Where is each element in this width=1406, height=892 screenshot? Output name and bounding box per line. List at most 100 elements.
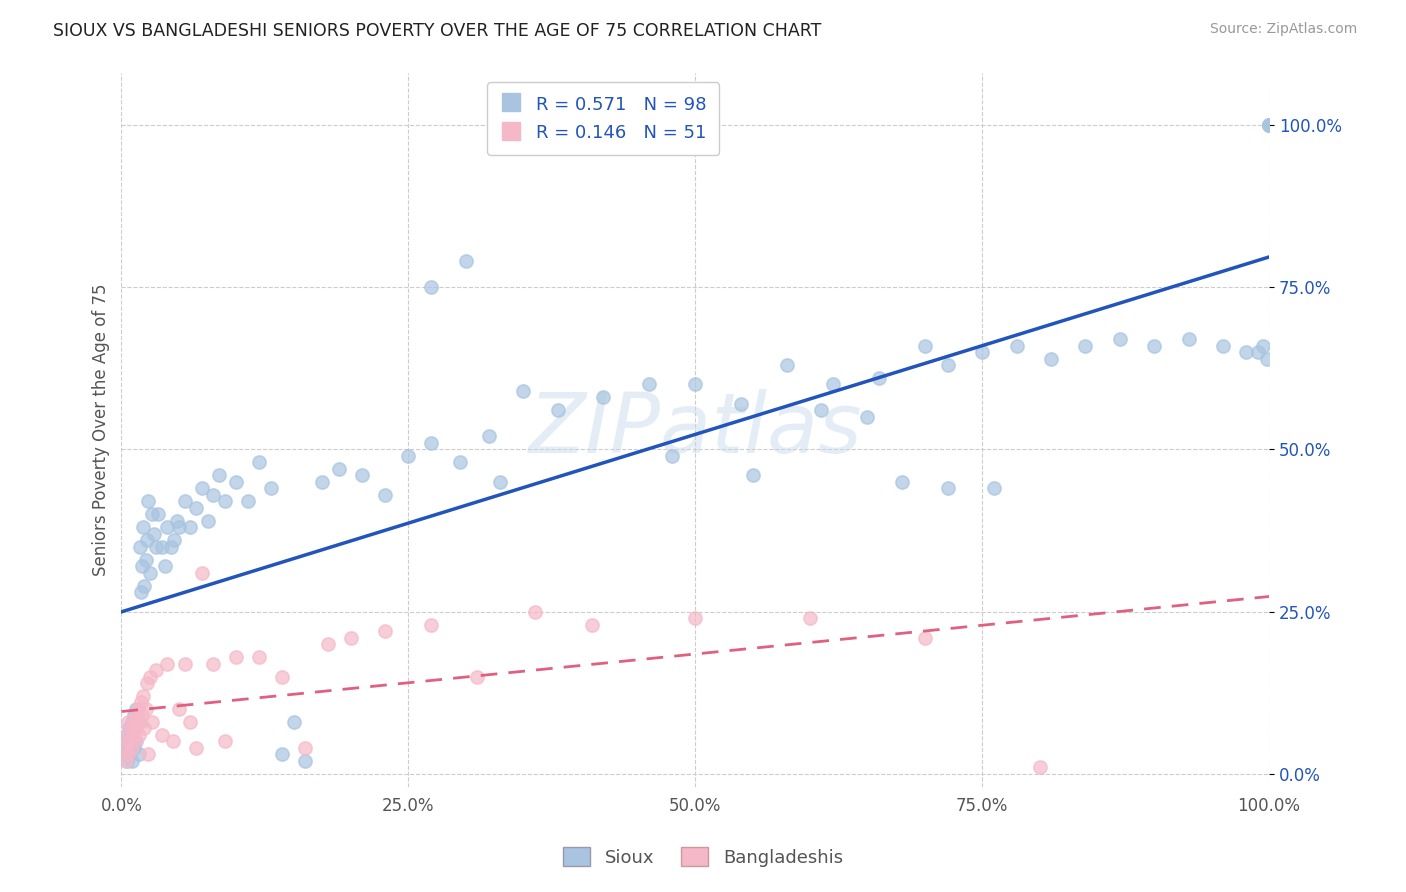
Point <box>1258 118 1281 132</box>
Point <box>122 740 145 755</box>
Point <box>150 540 173 554</box>
Point <box>294 740 316 755</box>
Point <box>316 637 339 651</box>
Point <box>122 708 145 723</box>
Point <box>117 714 139 729</box>
Point <box>128 540 150 554</box>
Point <box>683 611 706 625</box>
Point <box>184 500 207 515</box>
Point <box>247 455 270 469</box>
Point <box>208 468 231 483</box>
Point <box>145 540 167 554</box>
Point <box>121 754 143 768</box>
Point <box>972 345 994 359</box>
Point <box>166 514 188 528</box>
Point <box>135 676 157 690</box>
Point <box>868 371 890 385</box>
Point <box>156 657 179 671</box>
Point <box>125 708 148 723</box>
Point <box>122 728 145 742</box>
Point <box>122 714 145 729</box>
Point <box>179 714 201 729</box>
Point <box>114 740 136 755</box>
Point <box>115 754 138 768</box>
Point <box>523 605 546 619</box>
Point <box>173 494 195 508</box>
Point <box>225 650 247 665</box>
Point <box>683 377 706 392</box>
Point <box>856 409 879 424</box>
Point <box>311 475 333 489</box>
Point <box>478 429 501 443</box>
Point <box>136 747 159 762</box>
Point <box>179 520 201 534</box>
Point <box>129 585 152 599</box>
Point <box>340 631 363 645</box>
Point <box>120 734 142 748</box>
Point <box>121 714 143 729</box>
Point <box>202 657 225 671</box>
Point <box>134 579 156 593</box>
Point <box>167 520 190 534</box>
Point <box>1108 332 1130 346</box>
Point <box>159 540 181 554</box>
Point <box>936 358 959 372</box>
Point <box>129 696 152 710</box>
Point <box>1005 338 1028 352</box>
Point <box>914 631 936 645</box>
Legend: R = 0.571   N = 98, R = 0.146   N = 51: R = 0.571 N = 98, R = 0.146 N = 51 <box>488 82 720 155</box>
Point <box>202 488 225 502</box>
Point <box>1177 332 1199 346</box>
Point <box>127 714 149 729</box>
Text: ZIPatlas: ZIPatlas <box>529 390 862 470</box>
Point <box>141 508 163 522</box>
Point <box>197 514 219 528</box>
Point <box>139 566 162 580</box>
Point <box>465 669 488 683</box>
Point <box>1074 338 1097 352</box>
Point <box>162 734 184 748</box>
Point <box>191 566 214 580</box>
Point <box>776 358 799 372</box>
Point <box>283 714 305 729</box>
Point <box>1212 338 1234 352</box>
Point <box>581 617 603 632</box>
Point <box>592 391 614 405</box>
Point <box>821 377 844 392</box>
Point <box>1256 351 1278 366</box>
Point <box>128 747 150 762</box>
Point <box>115 754 138 768</box>
Point <box>150 728 173 742</box>
Point <box>1028 760 1050 774</box>
Point <box>118 734 141 748</box>
Point <box>127 702 149 716</box>
Y-axis label: Seniors Poverty Over the Age of 75: Seniors Poverty Over the Age of 75 <box>93 284 110 576</box>
Point <box>184 740 207 755</box>
Point <box>163 533 186 548</box>
Point <box>661 449 683 463</box>
Point <box>271 669 294 683</box>
Point <box>135 533 157 548</box>
Point <box>1253 338 1275 352</box>
Point <box>420 436 443 450</box>
Text: Source: ZipAtlas.com: Source: ZipAtlas.com <box>1209 22 1357 37</box>
Legend: Sioux, Bangladeshis: Sioux, Bangladeshis <box>555 840 851 874</box>
Point <box>396 449 419 463</box>
Point <box>512 384 534 398</box>
Point <box>1234 345 1257 359</box>
Point <box>420 280 443 294</box>
Point <box>124 734 146 748</box>
Point <box>136 494 159 508</box>
Point <box>741 468 763 483</box>
Point <box>936 481 959 495</box>
Point <box>1258 118 1281 132</box>
Point <box>173 657 195 671</box>
Point <box>328 462 350 476</box>
Point <box>449 455 471 469</box>
Point <box>1143 338 1166 352</box>
Point <box>294 754 316 768</box>
Point <box>214 734 236 748</box>
Point <box>115 728 138 742</box>
Point <box>118 747 141 762</box>
Point <box>352 468 374 483</box>
